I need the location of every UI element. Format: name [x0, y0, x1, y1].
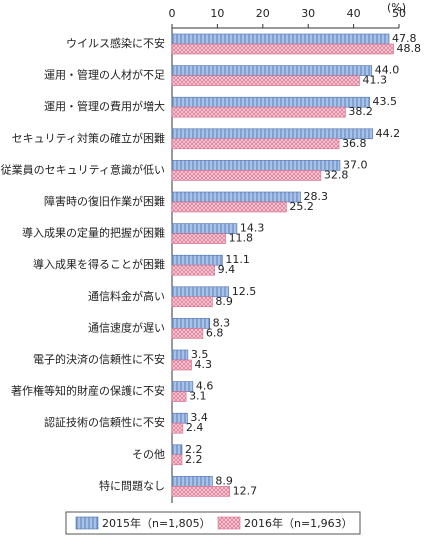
category-label: 通信料金が高い: [88, 289, 165, 303]
bar: [171, 75, 360, 86]
value-label: 44.0: [375, 64, 400, 77]
value-label: 43.5: [372, 95, 397, 108]
value-label: 2.4: [186, 421, 204, 434]
category-label: 通信速度が遅い: [88, 320, 165, 334]
bar: [171, 422, 184, 434]
bar: [171, 138, 340, 150]
bar: [171, 65, 373, 76]
bar: [171, 264, 215, 276]
x-tick-label: 50: [392, 7, 406, 20]
value-label: 36.8: [342, 137, 367, 150]
bar: [171, 454, 183, 466]
legend-label: 2015年（n=1,805）: [102, 516, 211, 530]
bar: [171, 106, 346, 118]
x-tick-label: 40: [347, 7, 361, 20]
value-label: 4.6: [196, 380, 214, 393]
value-label: 9.4: [218, 263, 236, 276]
x-tick-label: 10: [210, 7, 224, 20]
bar: [171, 444, 183, 456]
bar: [171, 296, 213, 308]
category-label: 導入成果の定量的把握が困難: [22, 226, 165, 240]
value-label: 8.9: [215, 474, 233, 487]
value-label: 25.2: [289, 200, 314, 213]
value-label: 47.8: [392, 32, 417, 45]
legend-swatch: [75, 516, 99, 530]
value-label: 38.2: [348, 105, 373, 118]
legend-swatch: [217, 516, 241, 530]
bar: [171, 160, 341, 171]
x-tick-label: 20: [256, 7, 270, 20]
x-tick-label: 0: [169, 7, 176, 20]
unit-label: (%): [387, 1, 406, 14]
value-label: 11.1: [225, 253, 250, 266]
bar: [171, 476, 213, 487]
legend-label: 2016年（n=1,963）: [244, 516, 353, 530]
value-label: 37.0: [343, 158, 368, 171]
x-tick-label: 30: [301, 7, 315, 20]
value-label: 48.8: [397, 42, 422, 55]
category-label: 電子的決済の信頼性に不安: [33, 352, 165, 366]
category-label: 障害時の復旧作業が困難: [44, 194, 165, 208]
value-label: 3.5: [191, 348, 209, 361]
category-label: セキュリティ対策の確立が困難: [12, 131, 165, 145]
bar: [171, 170, 322, 181]
value-label: 11.8: [229, 232, 254, 245]
value-label: 8.9: [215, 295, 233, 308]
bar: [171, 318, 210, 329]
category-label: 従業員のセキュリティ意識が低い: [1, 162, 165, 176]
category-label: ウイルス感染に不安: [66, 36, 165, 50]
value-label: 2.2: [185, 443, 203, 456]
value-label: 2.2: [185, 453, 203, 466]
bar: [171, 233, 226, 244]
value-label: 32.8: [324, 168, 349, 181]
bar: [171, 349, 189, 361]
value-label: 3.4: [190, 411, 208, 424]
bar: [171, 201, 287, 213]
category-label: 運用・管理の人材が不足: [44, 68, 165, 82]
value-label: 6.8: [206, 326, 224, 339]
legend-box: [65, 511, 361, 535]
value-label: 4.3: [195, 358, 213, 371]
value-label: 28.3: [303, 190, 328, 203]
value-label: 41.3: [363, 74, 388, 87]
category-label: 導入成果を得ることが困難: [33, 257, 165, 271]
bar: [171, 33, 390, 45]
value-label: 12.5: [232, 285, 257, 298]
bar: [171, 391, 187, 402]
category-label: 著作権等知的財産の保護に不安: [11, 384, 165, 398]
bar: [171, 328, 204, 339]
category-label: その他: [132, 448, 165, 461]
category-label: 特に問題なし: [99, 478, 165, 492]
value-label: 8.3: [213, 316, 231, 329]
bar: [171, 486, 230, 497]
category-label: 認証技術の信頼性に不安: [44, 415, 165, 429]
value-label: 12.7: [233, 484, 258, 497]
value-label: 44.2: [376, 127, 401, 140]
bar: [171, 359, 192, 371]
bar: [171, 191, 301, 203]
bar: [171, 254, 223, 266]
bar: [171, 43, 394, 55]
value-label: 14.3: [240, 222, 265, 235]
value-label: 3.1: [189, 390, 207, 403]
bar: [171, 96, 370, 108]
bar: [171, 223, 238, 234]
category-label: 運用・管理の費用が増大: [44, 99, 165, 113]
